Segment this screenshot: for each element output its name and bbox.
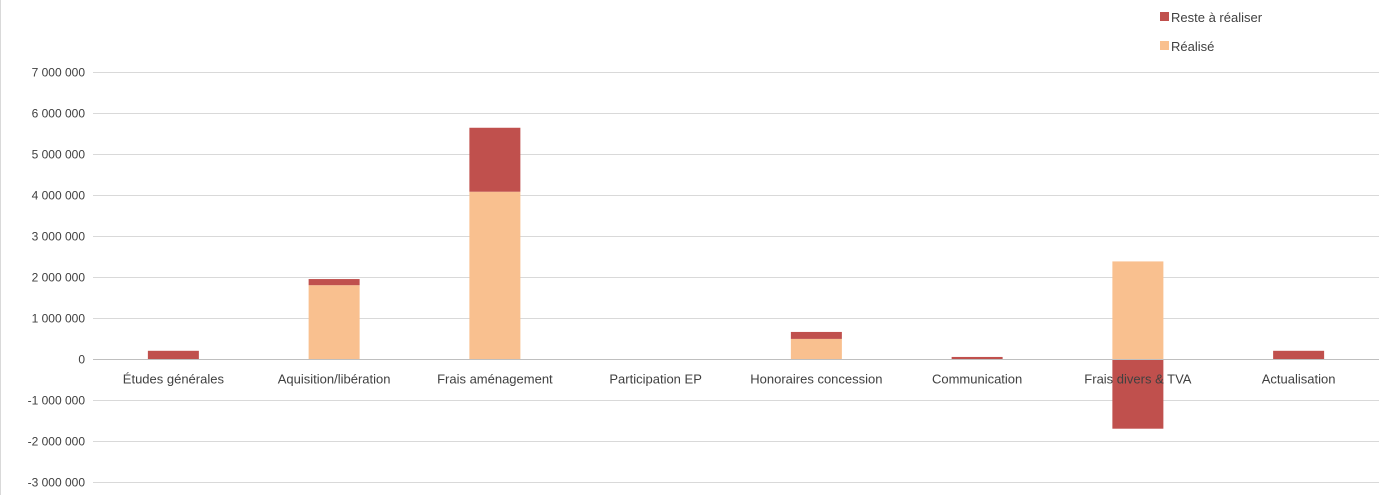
y-tick-label: 7 000 000 bbox=[32, 66, 86, 80]
legend-label-reste-a-realiser: Reste à réaliser bbox=[1171, 10, 1263, 25]
y-tick-label: -2 000 000 bbox=[28, 435, 86, 449]
x-axis-ticks: Études générales Aquisition/libération Fra… bbox=[123, 372, 1336, 387]
y-tick-label: -1 000 000 bbox=[28, 394, 86, 408]
legend-label-realise: Réalisé bbox=[1171, 39, 1214, 54]
y-axis-ticks: 7 000 000 6 000 000 5 000 000 4 000 000 3 00… bbox=[28, 66, 86, 490]
legend: Reste à réaliser Réalisé bbox=[1160, 10, 1263, 54]
bar-reste-a-realiser-actualisation bbox=[1273, 350, 1325, 359]
bar-realise-aquisition-liberation bbox=[308, 285, 360, 359]
x-tick-label: Participation EP bbox=[609, 372, 702, 387]
y-tick-label: 3 000 000 bbox=[32, 230, 86, 244]
legend-swatch-reste-a-realiser bbox=[1160, 12, 1169, 21]
bar-reste-a-realiser-communication bbox=[951, 356, 1003, 359]
x-tick-label: Frais divers & TVA bbox=[1084, 372, 1191, 387]
bar-reste-a-realiser-etudes-generales bbox=[147, 350, 199, 359]
x-tick-label: Études générales bbox=[123, 372, 225, 387]
x-tick-label: Communication bbox=[932, 372, 1022, 387]
bar-reste-a-realiser-aquisition-liberation bbox=[308, 279, 360, 286]
x-tick-label: Actualisation bbox=[1262, 372, 1336, 387]
y-tick-label: -3 000 000 bbox=[28, 476, 86, 490]
y-tick-label: 4 000 000 bbox=[32, 189, 86, 203]
bar-realise-frais-divers-tva bbox=[1112, 261, 1164, 359]
y-tick-label: 0 bbox=[78, 353, 85, 367]
x-tick-label: Aquisition/libération bbox=[278, 372, 391, 387]
bars bbox=[147, 127, 1325, 429]
x-tick-label: Frais aménagement bbox=[437, 372, 553, 387]
bar-reste-a-realiser-frais-amenagement bbox=[469, 127, 521, 192]
y-tick-label: 6 000 000 bbox=[32, 107, 86, 121]
bar-reste-a-realiser-honoraires-concession bbox=[790, 331, 842, 339]
legend-swatch-realise bbox=[1160, 41, 1169, 50]
y-tick-label: 5 000 000 bbox=[32, 148, 86, 162]
bar-realise-honoraires-concession bbox=[790, 338, 842, 359]
grid bbox=[93, 72, 1379, 483]
bar-reste-a-realiser-frais-divers-tva bbox=[1112, 359, 1164, 429]
x-tick-label: Honoraires concession bbox=[750, 372, 882, 387]
y-tick-label: 1 000 000 bbox=[32, 312, 86, 326]
y-tick-label: 2 000 000 bbox=[32, 271, 86, 285]
bar-realise-frais-amenagement bbox=[469, 191, 521, 359]
